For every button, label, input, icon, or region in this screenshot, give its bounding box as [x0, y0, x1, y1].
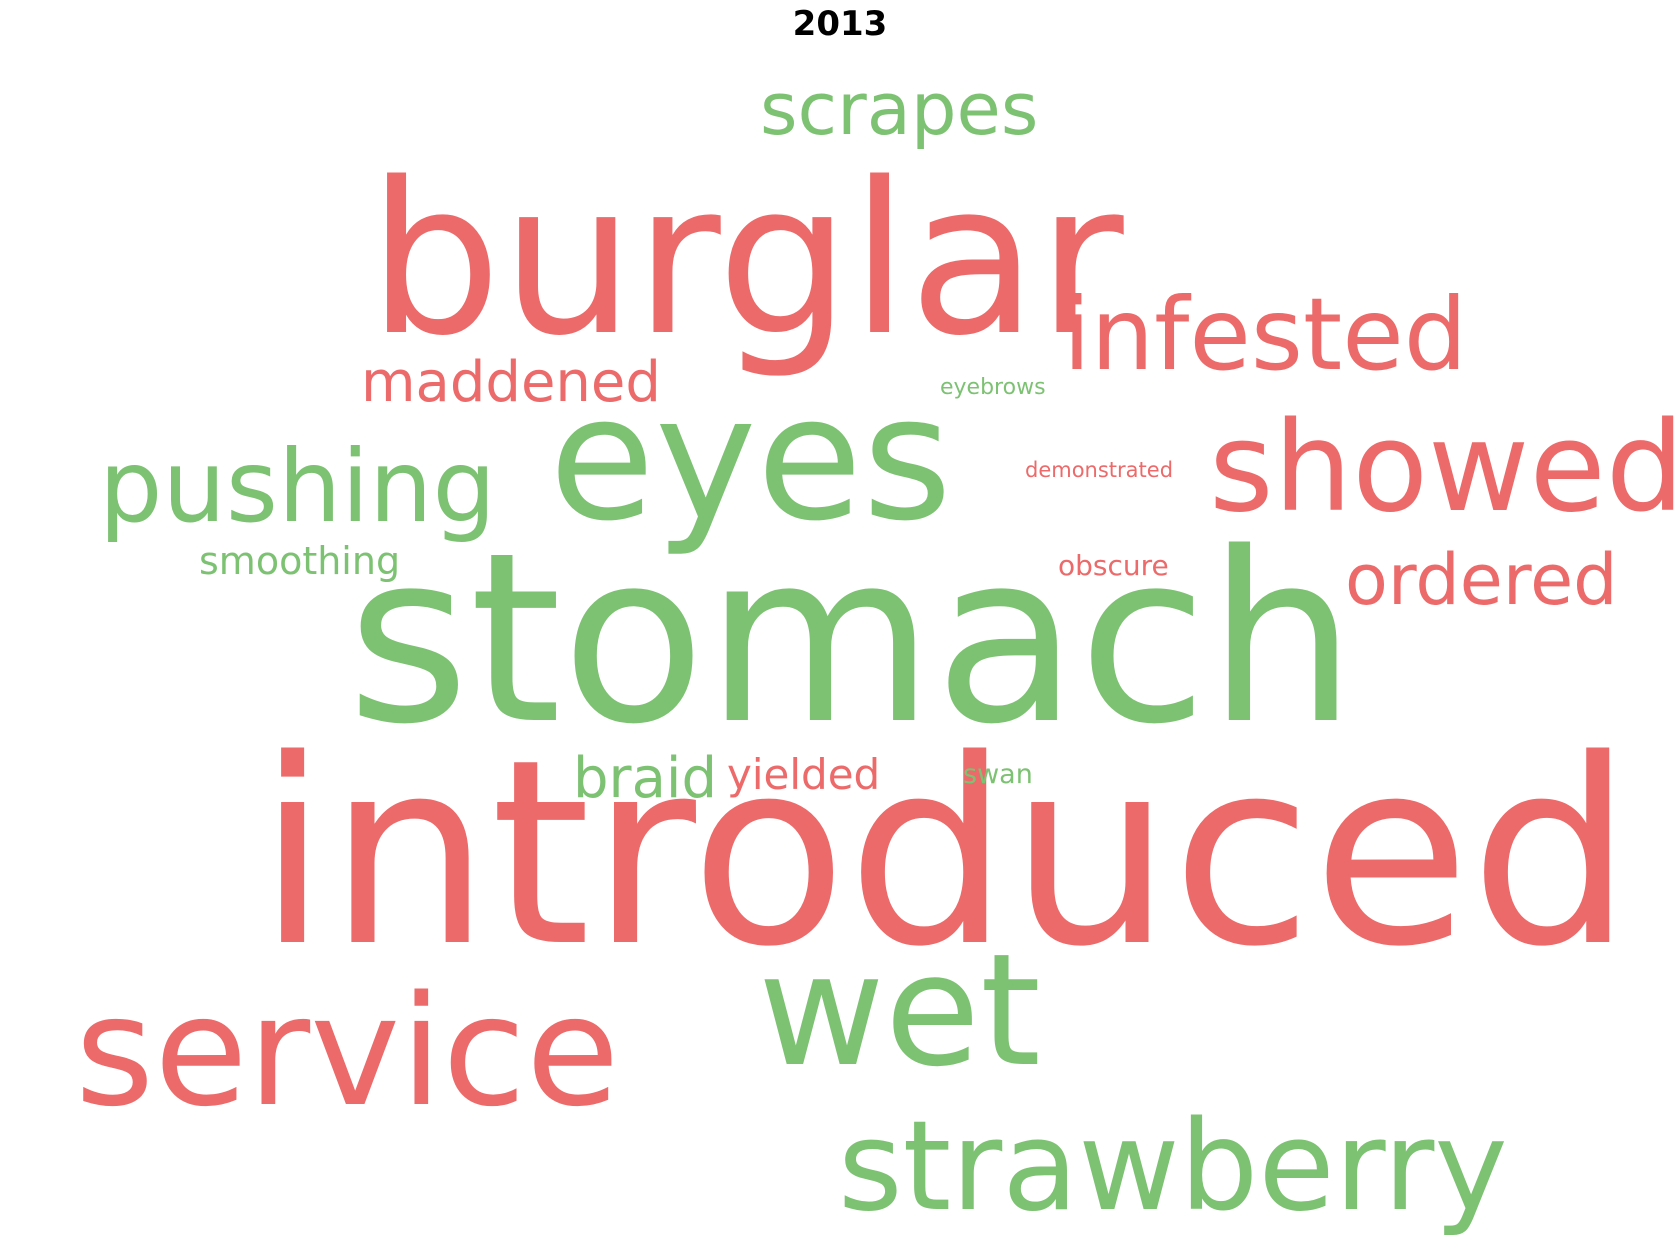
word-strawberry: strawberry — [838, 1095, 1508, 1239]
word-eyes: eyes — [549, 358, 953, 559]
word-scrapes: scrapes — [760, 67, 1039, 151]
word-obscure: obscure — [1058, 549, 1169, 582]
word-yielded: yielded — [727, 750, 881, 799]
word-smoothing: smoothing — [199, 539, 401, 583]
chart-title: 2013 — [792, 4, 888, 44]
word-braid: braid — [573, 746, 717, 811]
word-eyebrows: eyebrows — [940, 375, 1046, 400]
word-service: service — [75, 963, 620, 1140]
word-introduced: introduced — [257, 705, 1633, 1003]
word-wet: wet — [758, 920, 1041, 1101]
word-infested: infested — [1063, 276, 1468, 393]
word-ordered: ordered — [1345, 539, 1618, 621]
word-demonstrated: demonstrated — [1025, 458, 1174, 482]
word-burglar: burglar — [368, 137, 1124, 382]
word-swan: swan — [963, 759, 1033, 790]
word-pushing: pushing — [99, 428, 496, 545]
word-showed: showed — [1209, 396, 1680, 540]
word-stomach: stomach — [347, 503, 1357, 776]
word-maddened: maddened — [361, 350, 661, 415]
